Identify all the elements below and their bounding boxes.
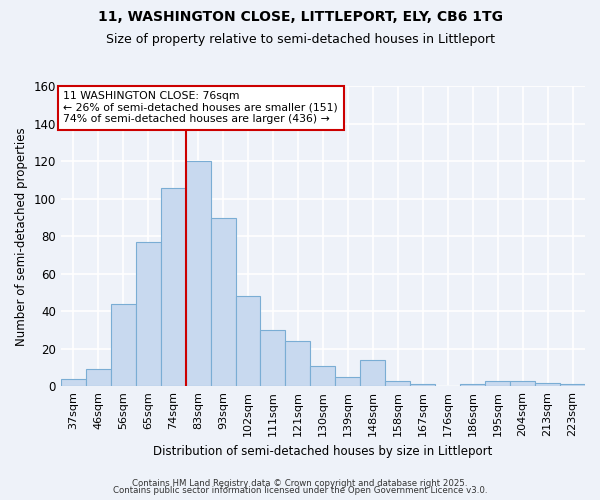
- Bar: [560, 384, 585, 386]
- Bar: [335, 377, 361, 386]
- Bar: [86, 370, 111, 386]
- Bar: [385, 380, 410, 386]
- Text: Contains public sector information licensed under the Open Government Licence v3: Contains public sector information licen…: [113, 486, 487, 495]
- Bar: [185, 162, 211, 386]
- Y-axis label: Number of semi-detached properties: Number of semi-detached properties: [15, 127, 28, 346]
- Text: Size of property relative to semi-detached houses in Littleport: Size of property relative to semi-detach…: [106, 32, 494, 46]
- Bar: [111, 304, 136, 386]
- Text: 11, WASHINGTON CLOSE, LITTLEPORT, ELY, CB6 1TG: 11, WASHINGTON CLOSE, LITTLEPORT, ELY, C…: [97, 10, 503, 24]
- Bar: [485, 380, 510, 386]
- Bar: [410, 384, 435, 386]
- Bar: [260, 330, 286, 386]
- Bar: [310, 366, 335, 386]
- Bar: [161, 188, 185, 386]
- Bar: [211, 218, 236, 386]
- Bar: [510, 380, 535, 386]
- Bar: [460, 384, 485, 386]
- Bar: [136, 242, 161, 386]
- Bar: [535, 382, 560, 386]
- Bar: [361, 360, 385, 386]
- Bar: [61, 379, 86, 386]
- Bar: [286, 342, 310, 386]
- Text: Contains HM Land Registry data © Crown copyright and database right 2025.: Contains HM Land Registry data © Crown c…: [132, 478, 468, 488]
- X-axis label: Distribution of semi-detached houses by size in Littleport: Distribution of semi-detached houses by …: [153, 444, 493, 458]
- Bar: [236, 296, 260, 386]
- Text: 11 WASHINGTON CLOSE: 76sqm
← 26% of semi-detached houses are smaller (151)
74% o: 11 WASHINGTON CLOSE: 76sqm ← 26% of semi…: [64, 91, 338, 124]
